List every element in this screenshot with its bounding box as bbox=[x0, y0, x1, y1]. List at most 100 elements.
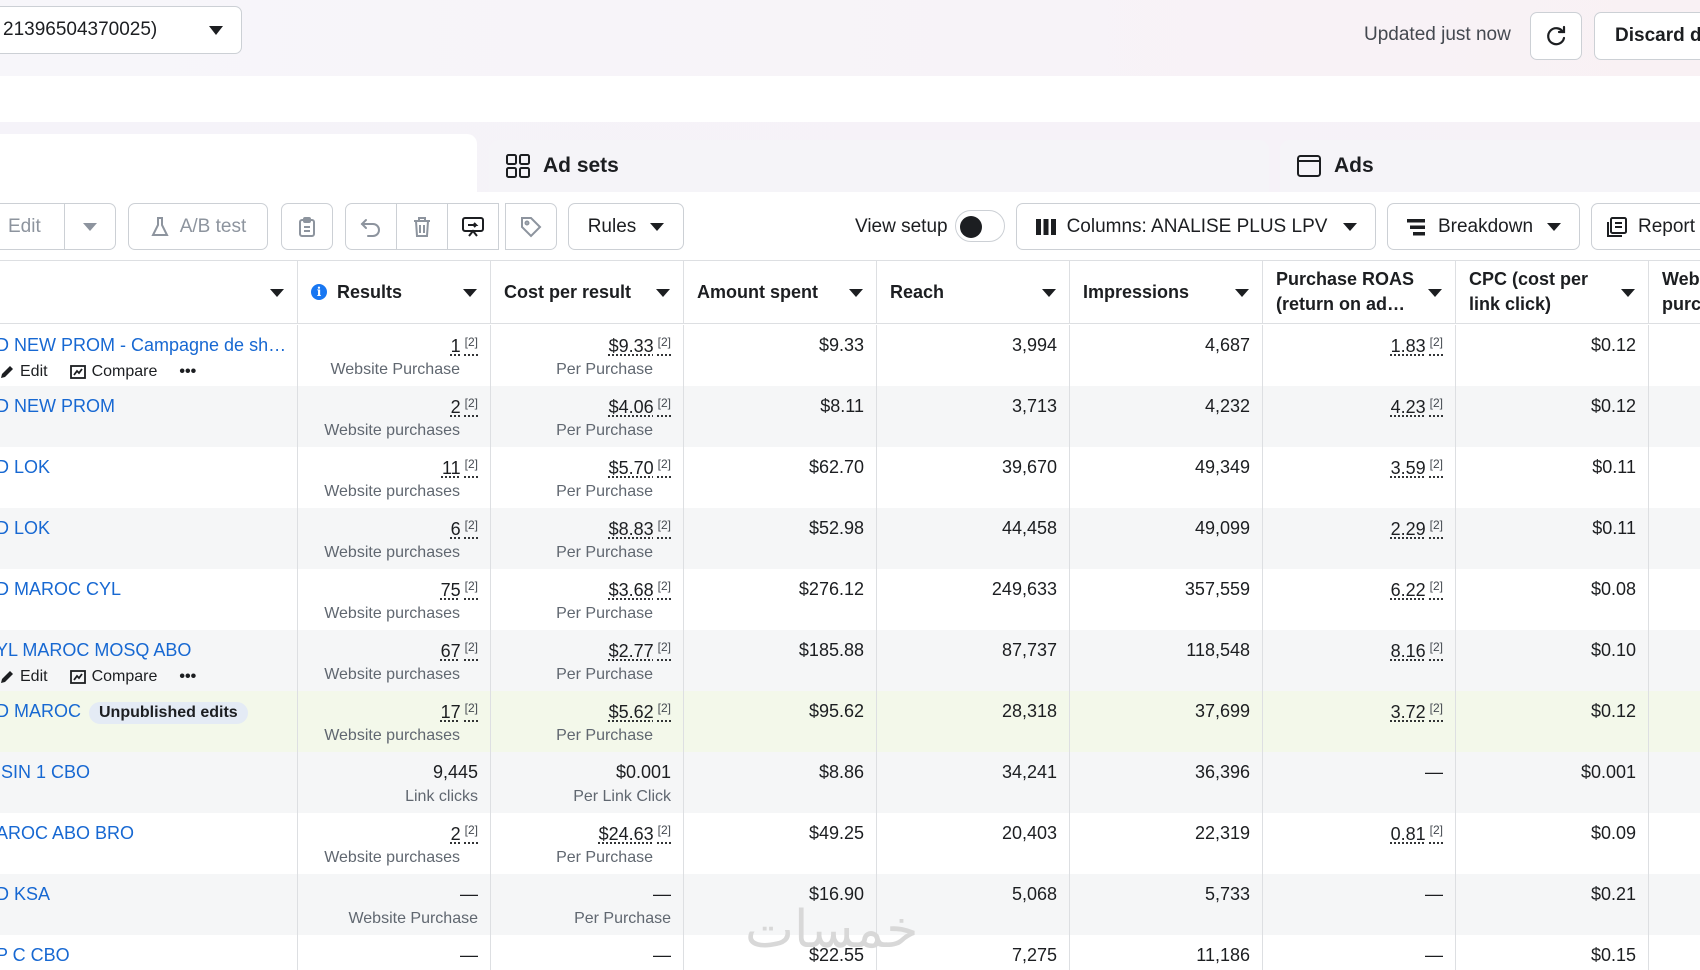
results-value[interactable]: 67 [2] bbox=[441, 640, 478, 662]
row-edit-button[interactable]: Edit bbox=[0, 363, 48, 381]
ad-set-name-link[interactable]: D LOK bbox=[0, 457, 50, 478]
cost-per-result-value[interactable]: $3.68 [2] bbox=[609, 579, 671, 601]
reach-value: 3,713 bbox=[1012, 396, 1057, 417]
tab-campaigns[interactable] bbox=[0, 134, 477, 194]
account-select[interactable]: 21396504370025) bbox=[0, 6, 242, 54]
export-button[interactable] bbox=[447, 203, 499, 250]
cpc-value: $0.12 bbox=[1591, 701, 1636, 722]
edit-button[interactable]: Edit bbox=[0, 203, 65, 250]
undo-button[interactable] bbox=[345, 203, 397, 250]
results-value[interactable]: 11 [2] bbox=[442, 457, 478, 479]
results-value[interactable]: 6 [2] bbox=[451, 518, 478, 540]
purchase-roas-value[interactable]: 1.83 [2] bbox=[1391, 335, 1443, 357]
row-compare-button[interactable]: Compare bbox=[70, 668, 158, 686]
header-results[interactable]: i Results bbox=[298, 261, 491, 323]
impressions-value: 37,699 bbox=[1195, 701, 1250, 722]
tab-ad-sets[interactable]: Ad sets bbox=[489, 140, 1269, 192]
ab-test-button[interactable]: A/B test bbox=[128, 203, 268, 250]
table-row[interactable]: ISIN 1 CBO 9,445 Link clicks $0.001 Per Link… bbox=[0, 752, 1700, 813]
row-edit-button[interactable]: Edit bbox=[0, 668, 48, 686]
ad-set-name-link[interactable]: D NEW PROM bbox=[0, 396, 115, 417]
results-value[interactable]: 2 [2] bbox=[451, 396, 478, 418]
more-options-icon[interactable]: ••• bbox=[179, 363, 196, 381]
table-row[interactable]: AROC ABO BRO 2 [2] Website purchases $24.63[… bbox=[0, 813, 1700, 874]
ad-set-name-link[interactable]: D MAROC Unpublished edits bbox=[0, 701, 248, 724]
breakdown-button[interactable]: Breakdown bbox=[1387, 203, 1580, 250]
tag-button[interactable] bbox=[505, 203, 557, 250]
attribution-marker: [2] bbox=[658, 335, 671, 349]
value-text: 75 bbox=[441, 580, 461, 600]
ad-set-name-link[interactable]: YL MAROC MOSQ ABO bbox=[0, 640, 191, 661]
info-icon[interactable]: i bbox=[311, 284, 327, 300]
value-text: $5.62 bbox=[609, 702, 654, 722]
table-cell bbox=[1649, 508, 1700, 569]
view-setup-toggle[interactable] bbox=[955, 210, 1005, 242]
purchase-roas-value[interactable]: 4.23 [2] bbox=[1391, 396, 1443, 418]
cost-per-result-value[interactable]: $2.77 [2] bbox=[609, 640, 671, 662]
ad-set-name-link[interactable]: D MAROC CYL bbox=[0, 579, 121, 600]
row-compare-button[interactable]: Compare bbox=[70, 363, 158, 381]
header-cpc[interactable]: CPC (cost per link click) bbox=[1456, 261, 1649, 323]
results-value[interactable]: 17 [2] bbox=[441, 701, 478, 723]
cost-per-result-value[interactable]: $8.83 [2] bbox=[609, 518, 671, 540]
tab-ads[interactable]: Ads bbox=[1280, 140, 1700, 192]
cost-per-result-value[interactable]: $24.63 [2] bbox=[599, 823, 671, 845]
impressions-value: 49,099 bbox=[1195, 518, 1250, 539]
cost-per-result-value[interactable]: $4.06 [2] bbox=[609, 396, 671, 418]
cost-per-result-value[interactable]: $9.33 [2] bbox=[609, 335, 671, 357]
ad-set-name-link[interactable]: D NEW PROM - Campagne de sh… bbox=[0, 335, 286, 356]
header-amount-spent[interactable]: Amount spent bbox=[684, 261, 877, 323]
table-row[interactable]: D MAROC CYL 75 [2] Website purchases $3.68 [2… bbox=[0, 569, 1700, 630]
cost-per-result-value[interactable]: $5.70 [2] bbox=[609, 457, 671, 479]
cpc-value: $0.21 bbox=[1591, 884, 1636, 905]
results-value[interactable]: 1 [2] bbox=[451, 335, 478, 357]
table-row[interactable]: D LOK 6 [2] Website purchases $8.83 [2] Per Pu… bbox=[0, 508, 1700, 569]
duplicate-button[interactable] bbox=[281, 203, 333, 250]
table-row[interactable]: YL MAROC MOSQ ABO Edit Compare ••• 67 [2] Webs… bbox=[0, 630, 1700, 691]
header-name[interactable] bbox=[0, 261, 298, 323]
results-value[interactable]: 75 [2] bbox=[441, 579, 478, 601]
table-row[interactable]: D MAROC Unpublished edits 17 [2] Website pur… bbox=[0, 691, 1700, 752]
rules-button[interactable]: Rules bbox=[568, 203, 684, 250]
header-website-purchases[interactable]: Web purc bbox=[1649, 261, 1700, 323]
edit-dropdown-button[interactable] bbox=[64, 203, 116, 250]
discard-drafts-button[interactable]: Discard dr bbox=[1594, 12, 1700, 60]
purchase-roas-value[interactable]: 3.72 [2] bbox=[1391, 701, 1443, 723]
table-cell: 39,670 bbox=[877, 447, 1070, 508]
ad-set-name-link[interactable]: ISIN 1 CBO bbox=[0, 762, 90, 783]
delete-button[interactable] bbox=[396, 203, 448, 250]
cpc-value: $0.08 bbox=[1591, 579, 1636, 600]
table-cell bbox=[1649, 935, 1700, 970]
cost-per-result-value[interactable]: $5.62 [2] bbox=[609, 701, 671, 723]
table-row[interactable]: D NEW PROM 2 [2] Website purchases $4.06 [2] P… bbox=[0, 386, 1700, 447]
results-value: — bbox=[460, 884, 478, 905]
cost-per-result-type: Per Purchase bbox=[556, 605, 653, 623]
table-row[interactable]: D LOK 11 [2] Website purchases $5.70 [2] Per P… bbox=[0, 447, 1700, 508]
table-cell: AROC ABO BRO bbox=[0, 813, 298, 874]
header-reach[interactable]: Reach bbox=[877, 261, 1070, 323]
table-row[interactable]: D NEW PROM - Campagne de sh… Edit Compare •… bbox=[0, 325, 1700, 386]
refresh-button[interactable] bbox=[1530, 12, 1582, 60]
ad-set-name-link[interactable]: P C CBO bbox=[0, 945, 70, 966]
purchase-roas-value[interactable]: 2.29 [2] bbox=[1391, 518, 1443, 540]
value-text: 8.16 bbox=[1391, 641, 1426, 661]
value-text: 1 bbox=[451, 336, 461, 356]
reports-button[interactable]: Report bbox=[1591, 203, 1700, 250]
purchase-roas-value[interactable]: 0.81 [2] bbox=[1391, 823, 1443, 845]
ab-test-label: A/B test bbox=[180, 216, 247, 238]
purchase-roas-value[interactable]: 8.16 [2] bbox=[1391, 640, 1443, 662]
ad-set-name-link[interactable]: D KSA bbox=[0, 884, 50, 905]
header-label: Results bbox=[337, 280, 402, 305]
table-cell: 6 [2] Website purchases bbox=[298, 508, 491, 569]
ad-set-name-link[interactable]: D LOK bbox=[0, 518, 50, 539]
purchase-roas-value[interactable]: 6.22 [2] bbox=[1391, 579, 1443, 601]
header-cost-per-result[interactable]: Cost per result bbox=[491, 261, 684, 323]
columns-button[interactable]: Columns: ANALISE PLUS LPV bbox=[1016, 203, 1376, 250]
table-cell: 3.59 [2] bbox=[1263, 447, 1456, 508]
purchase-roas-value[interactable]: 3.59 [2] bbox=[1391, 457, 1443, 479]
more-options-icon[interactable]: ••• bbox=[179, 668, 196, 686]
ad-set-name-link[interactable]: AROC ABO BRO bbox=[0, 823, 134, 844]
results-value[interactable]: 2 [2] bbox=[451, 823, 478, 845]
header-purchase-roas[interactable]: Purchase ROAS (return on ad… bbox=[1263, 261, 1456, 323]
header-impressions[interactable]: Impressions bbox=[1070, 261, 1263, 323]
